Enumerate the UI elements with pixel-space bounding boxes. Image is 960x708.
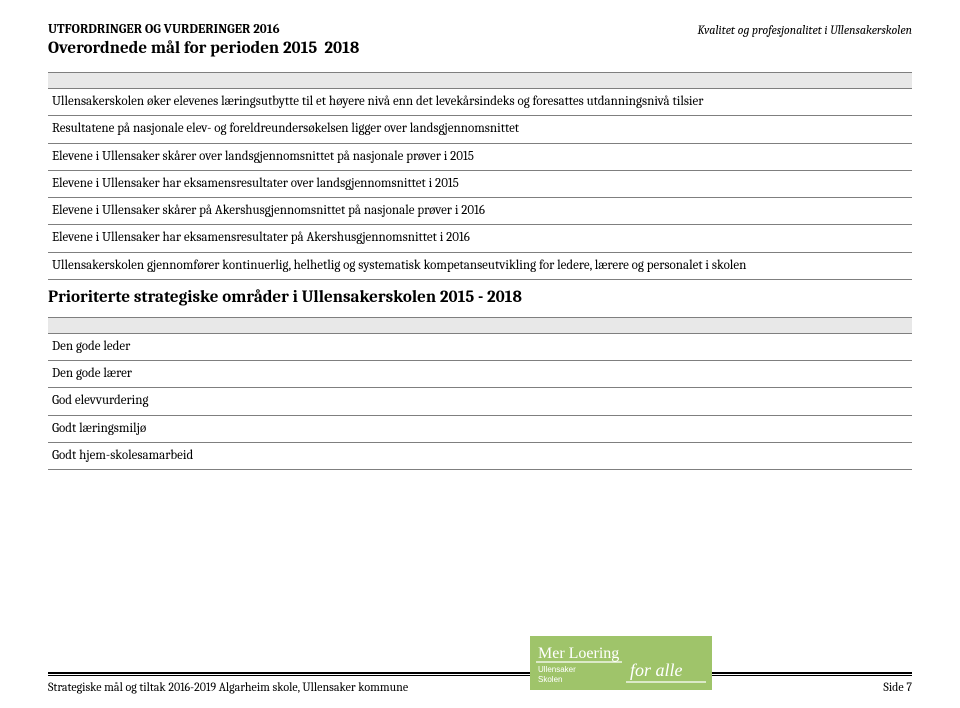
page-footer: Strategiske mål og tiltak 2016-2019 Alga…: [48, 672, 912, 694]
table-row: Elevene i Ullensaker har eksamensresulta…: [48, 170, 912, 197]
page-number: Side 7: [883, 680, 912, 694]
mer-loering-logo: Mer Loering for alle Ullensaker Skolen: [530, 636, 712, 690]
doc-section-label: UTFORDRINGER OG VURDERINGER 2016: [48, 22, 280, 37]
footer-rule-thick: [48, 672, 912, 674]
table-row: Den gode lærer: [48, 361, 912, 388]
logo-sub1: Ullensaker: [538, 665, 576, 674]
logo-line1: Mer Loering: [538, 645, 619, 662]
quality-tagline: Kvalitet og profesjonalitet i Ullensaker…: [698, 23, 913, 37]
footer-text: Strategiske mål og tiltak 2016-2019 Alga…: [48, 680, 408, 694]
logo-sub2: Skolen: [538, 675, 562, 684]
table-row: God elevvurdering: [48, 388, 912, 415]
document-page: UTFORDRINGER OG VURDERINGER 2016 Kvalite…: [0, 0, 960, 708]
table-row: Den gode leder: [48, 333, 912, 360]
table-row: Elevene i Ullensaker skårer over landsgj…: [48, 143, 912, 170]
table-row: Ullensakerskolen gjennomfører kontinuerl…: [48, 252, 912, 279]
table-row: Ullensakerskolen øker elevenes læringsut…: [48, 89, 912, 116]
table-header-gray: [48, 317, 912, 333]
table-row: Elevene i Ullensaker har eksamensresulta…: [48, 225, 912, 252]
section1-title: Overordnede mål for perioden 2015 2018: [48, 39, 912, 58]
table-row: Elevene i Ullensaker skårer på Akershusg…: [48, 198, 912, 225]
logo-line2: for alle: [630, 660, 683, 680]
priorities-table: Den gode leder Den gode lærer God elevvu…: [48, 317, 912, 470]
table-header-gray: [48, 73, 912, 89]
goals-table: Ullensakerskolen øker elevenes læringsut…: [48, 72, 912, 280]
header-top: UTFORDRINGER OG VURDERINGER 2016 Kvalite…: [48, 22, 912, 37]
table-row: Godt hjem-skolesamarbeid: [48, 442, 912, 469]
section2-title: Prioriterte strategiske områder i Ullens…: [48, 288, 912, 307]
table-row: Godt læringsmiljø: [48, 415, 912, 442]
table-row: Resultatene på nasjonale elev- og foreld…: [48, 116, 912, 143]
